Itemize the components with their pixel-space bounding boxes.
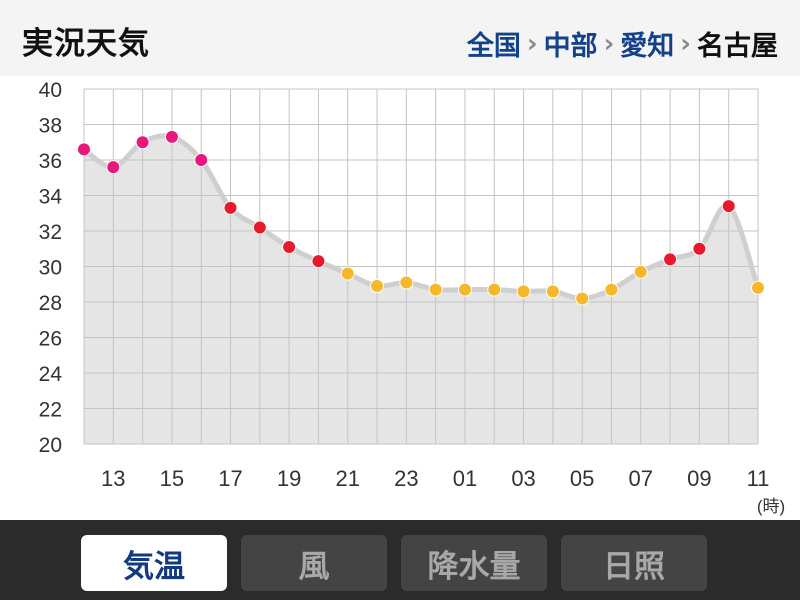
temperature-point-20 [311,254,326,269]
temperature-point-02 [487,282,502,297]
tab-bar: 気温 風 降水量 日照 [0,520,800,600]
temperature-point-14 [135,135,150,150]
temperature-point-05 [575,291,590,306]
temperature-point-03 [516,284,531,299]
temperature-area-fill [84,135,758,444]
page-title: 実況天気 [22,26,150,62]
tab-wind[interactable]: 風 [241,535,387,591]
tab-sunshine[interactable]: 日照 [561,535,707,591]
x-tick-label: 21 [335,466,359,491]
temperature-point-09 [692,241,707,256]
x-tick-label: 17 [218,466,242,491]
x-tick-label: 03 [511,466,535,491]
temperature-point-07 [633,264,648,279]
y-tick-label: 40 [39,79,62,102]
temperature-point-16 [194,153,209,167]
breadcrumb-current-nagoya: 名古屋 [697,31,778,62]
y-tick-label: 32 [39,221,62,244]
x-tick-label: 11 [747,466,770,491]
temperature-point-04 [545,284,560,299]
temperature-chart-area: 20 22 24 26 28 30 32 34 36 38 40 13 15 17 19 21 23 01 03 05… [0,76,800,520]
temperature-point-15 [164,129,179,144]
temperature-point-18 [252,220,267,235]
y-tick-label: 30 [39,257,62,280]
temperature-point-17 [223,200,238,215]
temperature-point-06 [604,282,619,297]
breadcrumb-link-chubu[interactable]: 中部 [543,31,598,62]
x-tick-label: 05 [570,466,594,491]
temperature-point-08 [663,252,678,267]
x-tick-label: 01 [453,466,477,491]
y-tick-label: 38 [39,115,62,138]
header-bar: 実況天気 全国 › 中部 › 愛知 › 名古屋 [0,0,800,76]
x-axis-unit-label: (時) [757,497,785,516]
breadcrumb-link-zenkoku[interactable]: 全国 [466,31,521,62]
breadcrumb-link-aichi[interactable]: 愛知 [620,31,675,62]
x-tick-label: 13 [101,466,125,491]
chevron-right-icon: › [680,28,691,59]
tab-temperature[interactable]: 気温 [81,535,227,591]
chevron-right-icon: › [526,28,538,59]
x-tick-label: 15 [160,466,184,491]
x-tick-label: 23 [394,466,418,491]
breadcrumb: 全国 › 中部 › 愛知 › 名古屋 [467,24,778,63]
temperature-chart: 20 22 24 26 28 30 32 34 36 38 40 13 15 17 19 21 23 01 03 05… [39,79,786,516]
temperature-point-10 [721,199,736,214]
temperature-point-23 [399,275,414,290]
y-tick-label: 24 [39,363,63,386]
temperature-point-01 [457,282,472,297]
y-tick-label: 22 [39,399,62,422]
y-tick-label: 28 [39,292,62,315]
temperature-point-22 [370,279,385,294]
temperature-point-21 [340,266,355,281]
x-tick-label: 09 [687,466,711,491]
chevron-right-icon: › [603,28,615,59]
tab-precipitation[interactable]: 降水量 [401,535,547,591]
y-tick-label: 34 [39,186,63,209]
y-tick-label: 36 [39,150,62,173]
temperature-point-00 [428,282,443,297]
temperature-point-13 [106,160,121,175]
temperature-point-12 [77,142,91,157]
x-tick-label: 19 [277,466,301,491]
temperature-point-19 [282,239,297,254]
y-tick-label: 20 [39,434,62,457]
y-tick-label: 26 [39,328,62,351]
x-tick-label: 07 [629,466,653,491]
temperature-point-11 [751,280,765,295]
